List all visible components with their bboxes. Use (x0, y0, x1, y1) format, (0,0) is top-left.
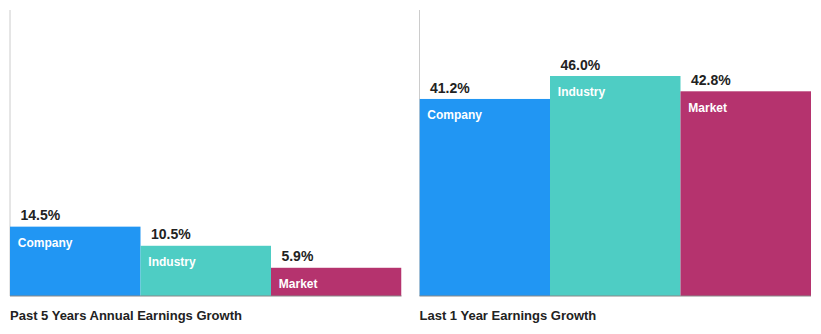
category-label: Company (18, 236, 73, 250)
category-label: Industry (148, 255, 196, 269)
bar (141, 246, 272, 296)
bars (420, 76, 812, 296)
title: Last 1 Year Earnings Growth (420, 308, 597, 323)
value-label: 5.9% (281, 248, 313, 264)
category-label: Company (427, 108, 482, 122)
value-label: 14.5% (20, 207, 60, 223)
bar (681, 91, 812, 296)
category-label: Market (688, 101, 727, 115)
bar (420, 99, 551, 296)
panel: Company Industry Market 41.2% 46.0% 42.8% Last… (420, 10, 812, 323)
bar (10, 227, 141, 296)
value-label: 42.8% (691, 72, 731, 88)
labels: Company Industry Market 41.2% 46.0% 42.8% (427, 57, 731, 122)
panel: Company Industry Market 14.5% 10.5% 5.9% Past … (10, 10, 402, 323)
baseline (10, 296, 402, 297)
bar (550, 76, 681, 296)
category-label: Market (279, 277, 318, 291)
bar (271, 268, 402, 296)
category-label: Industry (558, 85, 606, 99)
labels: Company Industry Market 14.5% 10.5% 5.9% (18, 207, 318, 291)
chart-svg: Company Industry Market 14.5% 10.5% 5.9% Past … (0, 0, 821, 334)
value-label: 46.0% (560, 57, 600, 73)
value-label: 41.2% (430, 80, 470, 96)
baseline (420, 296, 812, 297)
title: Past 5 Years Annual Earnings Growth (10, 308, 242, 323)
bars (10, 227, 402, 296)
value-label: 10.5% (151, 226, 191, 242)
